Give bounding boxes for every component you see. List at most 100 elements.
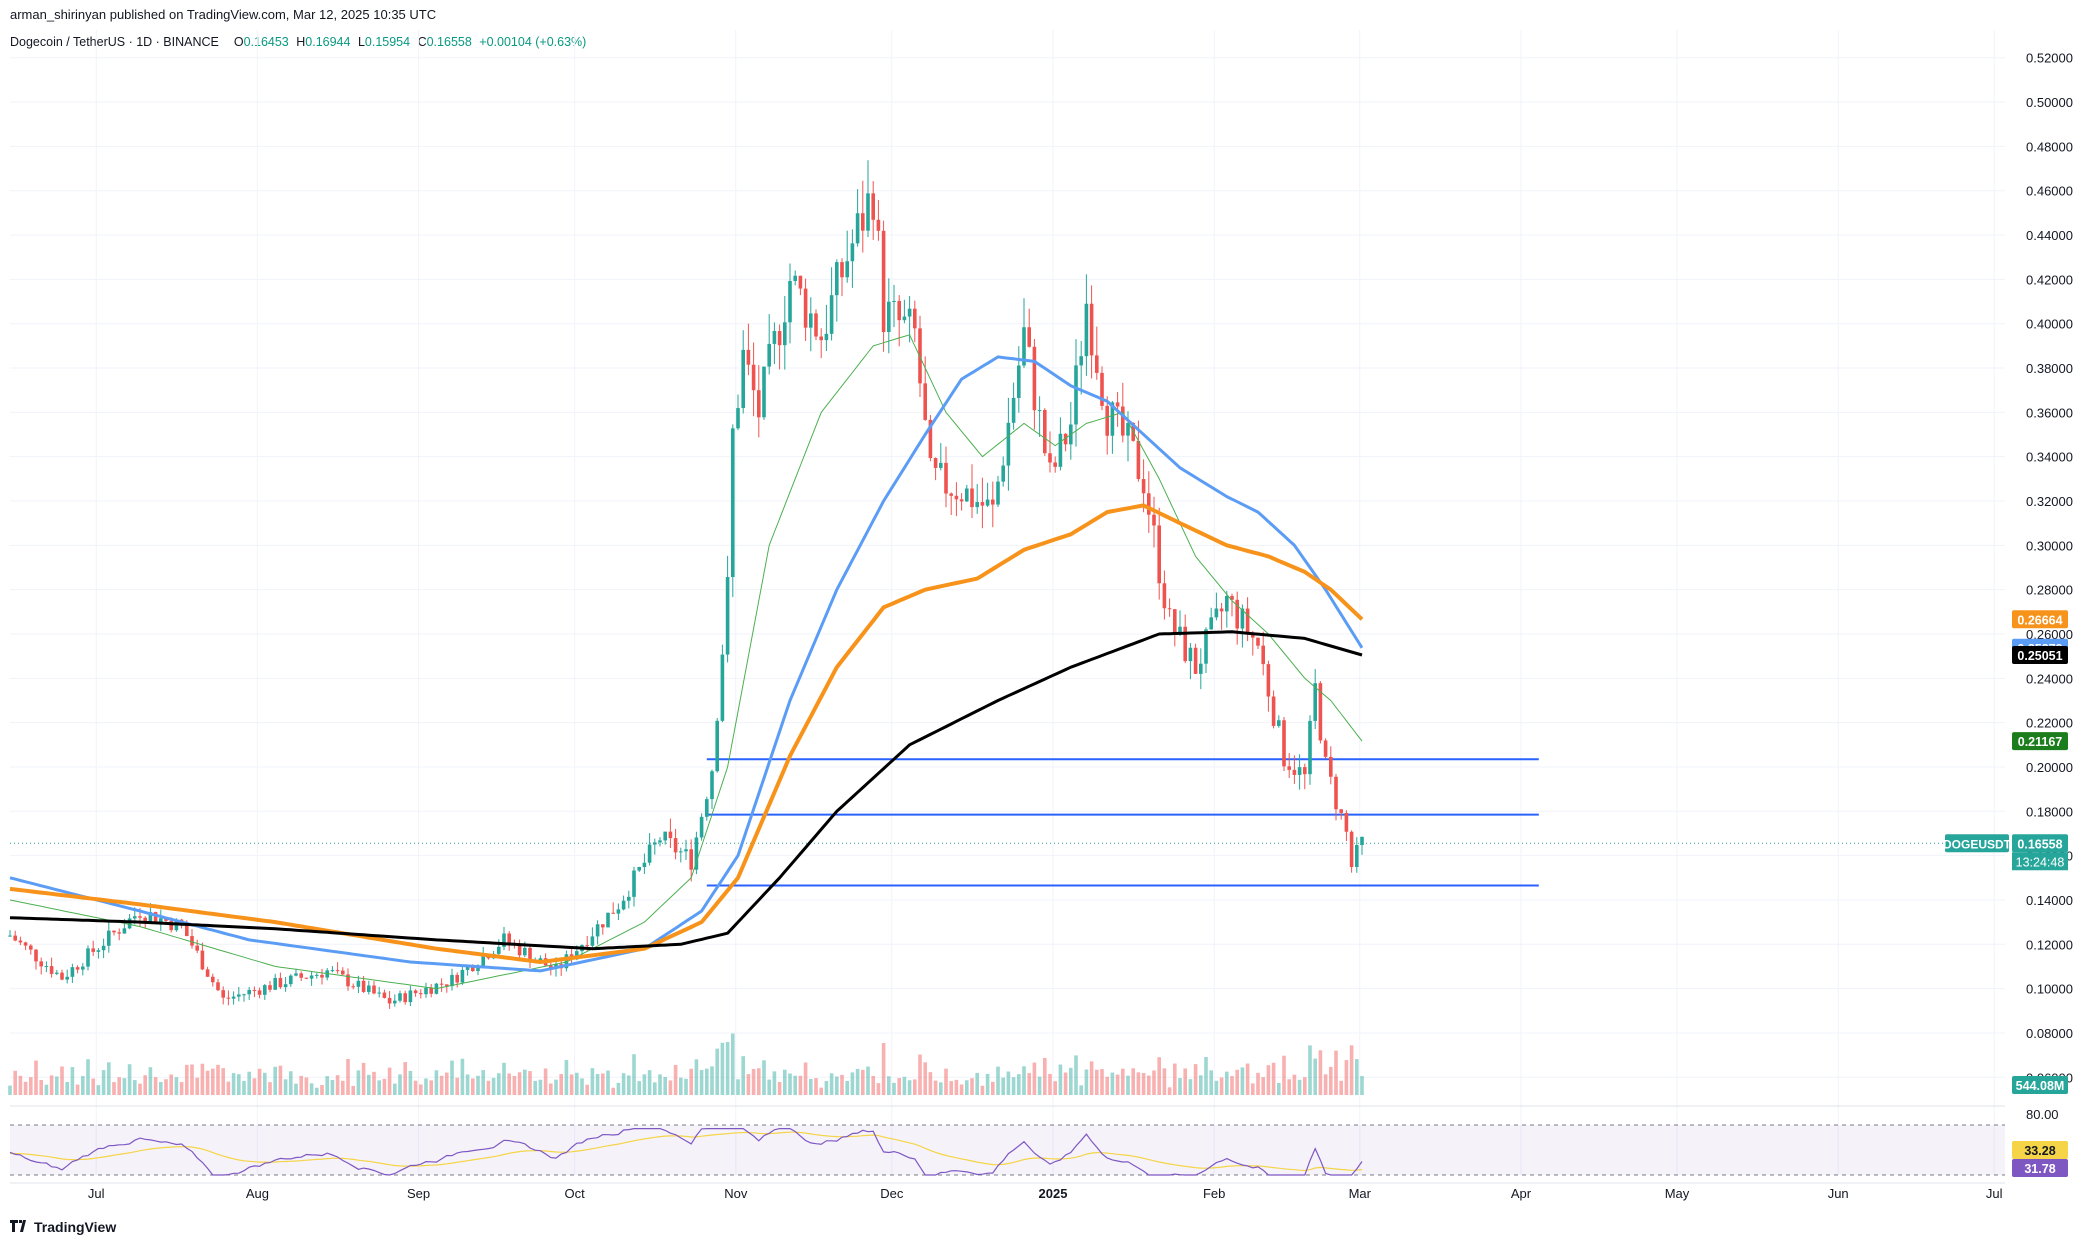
volume-bar [122, 1078, 127, 1095]
volume-bar [1115, 1074, 1120, 1095]
volume-bar [367, 1074, 371, 1095]
volume-bar [195, 1077, 199, 1095]
y-tick-label: 0.50000 [2026, 95, 2073, 110]
candle-body [1141, 479, 1146, 494]
candle-body [398, 993, 402, 1001]
candle-body [1017, 365, 1021, 398]
volume-bar [263, 1072, 267, 1095]
candle-body [902, 316, 907, 321]
candle-body [419, 993, 423, 995]
volume-bar [1084, 1069, 1089, 1095]
volume-bar [928, 1072, 933, 1095]
y-tick-label: 0.12000 [2026, 937, 2073, 952]
candle-body [694, 837, 699, 870]
candle-body [1011, 397, 1016, 423]
candle-body [1287, 766, 1291, 770]
volume-bar [705, 1068, 709, 1095]
volume-bar [590, 1068, 595, 1095]
candle-body [481, 955, 485, 967]
volume-bar [403, 1062, 407, 1095]
candle-body [257, 990, 262, 995]
volume-bar [819, 1087, 823, 1095]
candle-body [127, 918, 132, 929]
candle-body [1235, 599, 1239, 629]
volume-bar [247, 1071, 251, 1095]
volume-bar [455, 1077, 459, 1095]
rsi-level-label: 80.00 [2026, 1107, 2059, 1122]
volume-bar [200, 1063, 205, 1095]
candle-body [517, 944, 522, 956]
candle-body [767, 343, 771, 367]
candle-body [294, 973, 298, 976]
candle-body [1084, 303, 1089, 357]
volume-bar [569, 1074, 574, 1095]
volume-bar [1313, 1058, 1317, 1095]
candle-body [143, 917, 147, 922]
volume-bar [1266, 1065, 1271, 1095]
volume-bar [751, 1068, 756, 1095]
volume-bar [564, 1060, 569, 1095]
symbol-title[interactable]: Dogecoin / TetherUS · 1D · BINANCE [10, 35, 219, 49]
volume-bar [663, 1076, 667, 1095]
volume-bar [138, 1083, 142, 1095]
x-tick-label: Jul [1986, 1186, 2003, 1201]
candle-body [247, 989, 251, 995]
volume-bar [871, 1075, 875, 1095]
candle-body [507, 933, 511, 944]
volume-bar [861, 1069, 865, 1095]
candle-body [164, 918, 168, 921]
volume-bar [1235, 1069, 1239, 1095]
volume-bar [1011, 1077, 1016, 1095]
volume-bar [507, 1073, 511, 1095]
candle-body [777, 331, 782, 346]
volume-bar [1032, 1062, 1037, 1095]
candle-body [320, 974, 324, 978]
volume-bar [335, 1075, 340, 1095]
candle-body [705, 799, 709, 817]
rsi-label-bg [2012, 1159, 2068, 1177]
price-label-last: 0.16558 [2017, 837, 2062, 851]
volume-bar [783, 1069, 787, 1095]
volume-bar [304, 1077, 309, 1095]
candle-body [148, 912, 153, 922]
candle-body [153, 912, 158, 923]
volume-bar [637, 1081, 641, 1095]
candle-body [455, 974, 459, 983]
candle-body [616, 909, 621, 914]
volume-bar [1199, 1075, 1203, 1095]
ma_mid-line [9, 355, 1364, 973]
candle-body [393, 1000, 397, 1004]
price-label-bg [2012, 834, 2068, 853]
tradingview-logo[interactable]: TradingView [10, 1219, 116, 1235]
candle-body [814, 313, 818, 337]
candle-body [1303, 767, 1307, 775]
candle-body [1152, 514, 1156, 526]
candle-body [8, 935, 12, 937]
volume-bar [393, 1083, 397, 1095]
volume-bar [694, 1059, 699, 1095]
volume-bar [55, 1076, 59, 1095]
volume-bar [689, 1068, 693, 1095]
y-tick-label: 0.30000 [2026, 538, 2073, 553]
candle-body [1339, 809, 1343, 813]
volume-bar [985, 1073, 990, 1095]
candle-body [1074, 365, 1078, 425]
candle-body [1022, 327, 1026, 366]
candle-body [497, 946, 501, 954]
volume-bar [226, 1081, 231, 1095]
candle-body [1199, 663, 1203, 674]
x-tick-label: Oct [564, 1186, 585, 1201]
volume-bar [523, 1069, 527, 1095]
candle-body [850, 243, 855, 262]
volume-bar [419, 1084, 423, 1095]
volume-bar [133, 1080, 137, 1095]
volume-bar [330, 1079, 335, 1095]
volume-bar [907, 1080, 912, 1095]
candle-body [299, 973, 303, 978]
volume-bar [803, 1062, 808, 1095]
volume-bar [148, 1067, 153, 1095]
candle-body [866, 193, 870, 231]
volume-bar [294, 1083, 298, 1095]
